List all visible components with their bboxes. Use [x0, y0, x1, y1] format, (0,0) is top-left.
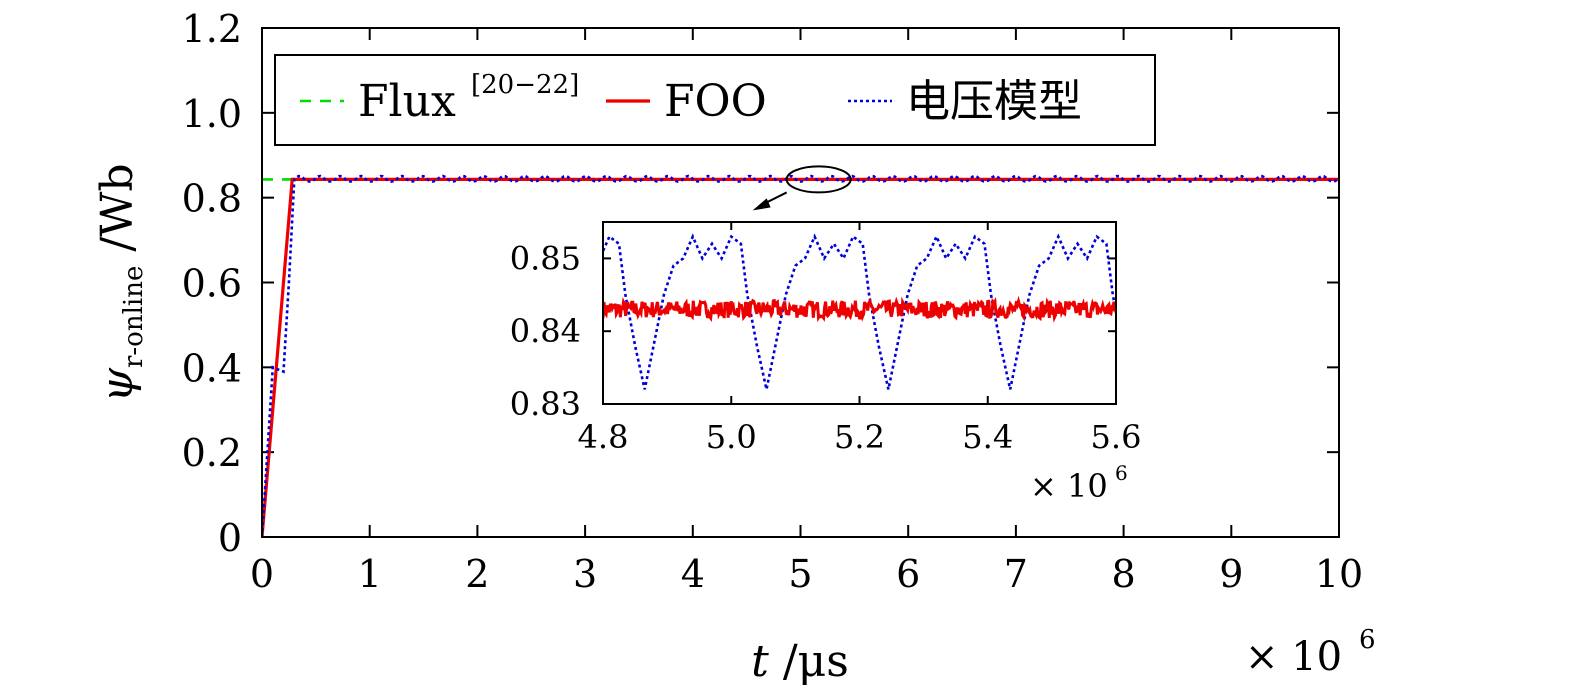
y-tick-label: 1.2: [182, 7, 242, 51]
x-tick-label: 3: [573, 552, 597, 596]
x-axis-label: t /μs: [751, 636, 849, 687]
x-axis-unit: /μs: [769, 636, 849, 687]
x-tick-label: 6: [896, 552, 920, 596]
inset-x-multiplier: × 10: [1030, 467, 1108, 505]
y-tick-label: 0.2: [182, 431, 242, 475]
y-axis-label-text: ψr-online /Wb: [92, 163, 149, 402]
x-multiplier-exp: 6: [1359, 625, 1376, 655]
legend-superscript-0: [20−22]: [471, 70, 579, 100]
legend: Flux [20−22] FOO 电压模型: [274, 54, 1156, 146]
inset-series-line-0: [603, 233, 1116, 390]
legend-label-0: Flux: [358, 76, 456, 127]
inset-x-tick-label: 4.8: [578, 418, 629, 456]
legend-label-1: FOO: [664, 76, 767, 127]
plot-frame: [261, 27, 1340, 538]
inset-plot: 4.8 5.0 5.2 5.4 5.6 0.83 0.84 0.85 × 10 6: [510, 221, 1142, 505]
main-plot: 0 1 2 3 4 5 6 7 8 9 10 0 0.2 0.4 0.6 0.8 1.0 1.2 Flux [20−2…: [92, 7, 1376, 687]
y-axis-unit: /Wb: [92, 163, 143, 265]
inset-y-tick-label: 0.85: [510, 239, 581, 277]
legend-label-2: 电压模型: [906, 76, 1082, 127]
inset-x-multiplier-base: × 10: [1030, 467, 1108, 505]
x-tick-label: 7: [1004, 552, 1028, 596]
inset-x-tick-label: 5.0: [706, 418, 757, 456]
x-tick-label: 10: [1315, 552, 1363, 596]
x-tick-label: 2: [465, 552, 489, 596]
y-axis-sub: r-online: [119, 266, 149, 368]
x-tick-label: 5: [788, 552, 812, 596]
x-tick-label: 4: [681, 552, 705, 596]
y-axis-label: ψr-online /Wb: [92, 163, 149, 402]
inset-x-tick-label: 5.4: [962, 418, 1013, 456]
x-multiplier: × 10: [1245, 634, 1342, 680]
legend-box: [274, 54, 1156, 146]
x-tick-label: 0: [250, 552, 274, 596]
inset-x-multiplier-exp: 6: [1115, 461, 1128, 485]
inset-x-tick-label: 5.6: [1091, 418, 1142, 456]
annotation-arrowhead: [752, 198, 771, 211]
inset-series-line-1: [603, 295, 1116, 323]
y-tick-label: 0.6: [182, 262, 242, 306]
inset-y-tick-label: 0.83: [510, 385, 581, 423]
x-tick-label: 1: [358, 552, 382, 596]
x-axis-var: t: [751, 636, 769, 687]
inset-frame: [602, 221, 1117, 405]
x-tick-label: 9: [1219, 552, 1243, 596]
y-tick-label: 0.4: [182, 346, 242, 390]
x-multiplier-base: × 10: [1245, 634, 1342, 680]
x-tick-label: 8: [1112, 552, 1136, 596]
y-tick-label: 0: [218, 516, 242, 560]
y-tick-label: 1.0: [182, 92, 242, 136]
series-line-1: [262, 177, 1339, 537]
y-axis-var: ψ: [92, 368, 143, 403]
annotation-ellipse: [785, 165, 852, 194]
y-tick-label: 0.8: [182, 177, 242, 221]
inset-x-tick-label: 5.2: [834, 418, 885, 456]
series-line-2: [262, 174, 1339, 537]
inset-y-tick-label: 0.84: [510, 312, 581, 350]
